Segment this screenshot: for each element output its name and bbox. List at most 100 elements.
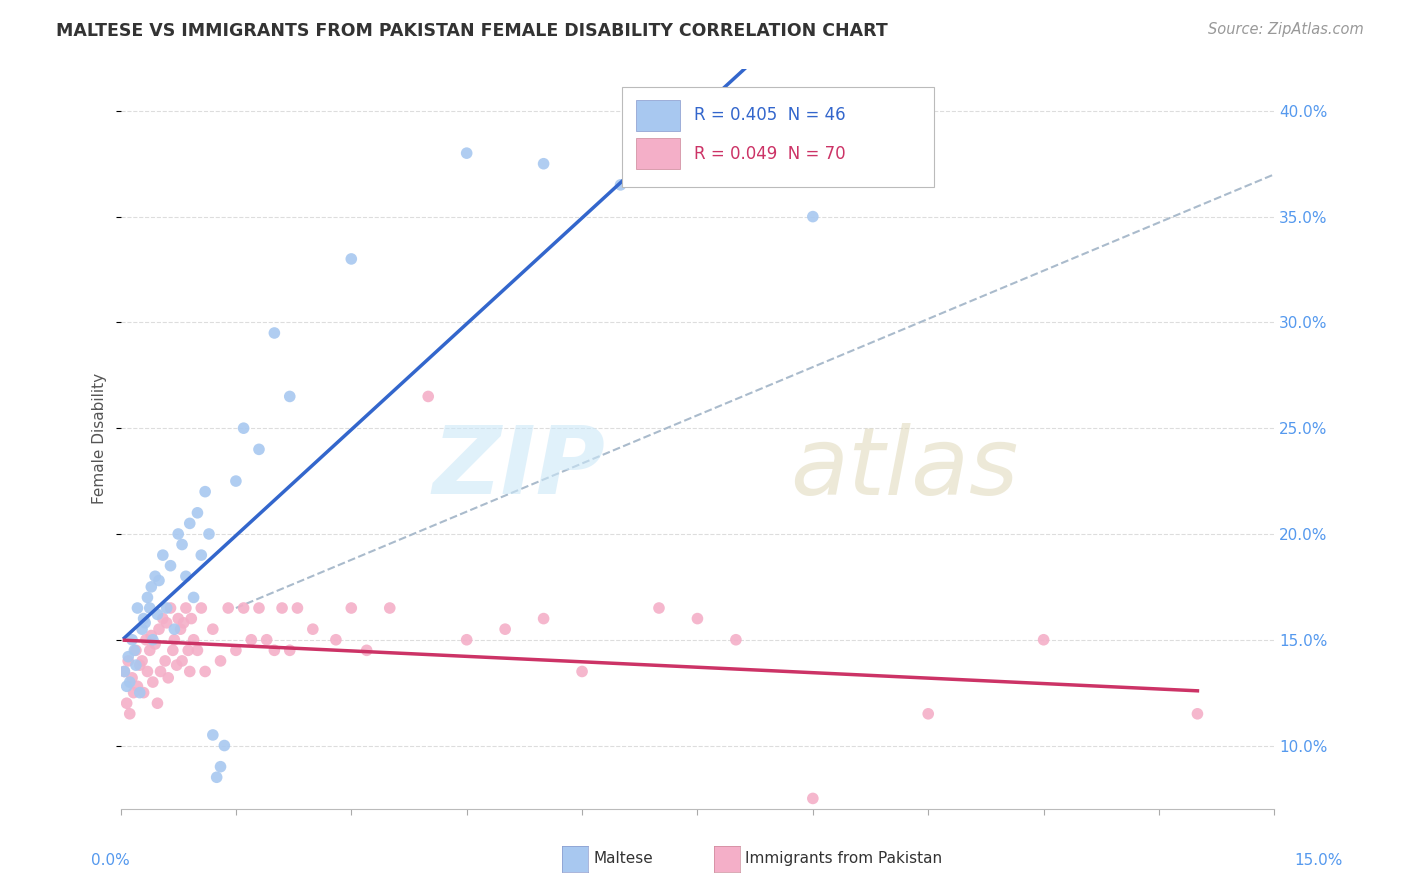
FancyBboxPatch shape bbox=[637, 138, 681, 169]
Point bbox=[186, 506, 208, 520]
Point bbox=[225, 474, 247, 488]
Point bbox=[170, 537, 193, 551]
Point bbox=[125, 643, 148, 657]
Point bbox=[801, 210, 824, 224]
Point bbox=[156, 601, 179, 615]
Point bbox=[148, 622, 170, 636]
Point bbox=[201, 728, 224, 742]
Point bbox=[356, 643, 378, 657]
Point bbox=[194, 484, 217, 499]
Point bbox=[135, 632, 157, 647]
Point bbox=[232, 421, 254, 435]
Point bbox=[136, 665, 159, 679]
Point bbox=[340, 252, 363, 266]
Point bbox=[183, 632, 205, 647]
Point bbox=[724, 632, 747, 647]
Point bbox=[174, 601, 197, 615]
Point bbox=[159, 558, 181, 573]
Text: R = 0.405  N = 46: R = 0.405 N = 46 bbox=[695, 106, 845, 124]
Point bbox=[127, 601, 149, 615]
Text: 15.0%: 15.0% bbox=[1295, 854, 1343, 868]
Point bbox=[141, 580, 163, 594]
Point bbox=[128, 658, 150, 673]
Point bbox=[173, 615, 195, 630]
Point bbox=[1147, 813, 1170, 827]
Point bbox=[146, 607, 169, 622]
FancyBboxPatch shape bbox=[623, 87, 934, 187]
Point bbox=[121, 671, 143, 685]
Point bbox=[801, 791, 824, 805]
Point bbox=[287, 601, 309, 615]
Point bbox=[186, 643, 208, 657]
Point bbox=[1032, 632, 1054, 647]
Point bbox=[648, 601, 671, 615]
Point bbox=[112, 665, 135, 679]
Point bbox=[162, 643, 184, 657]
Point bbox=[271, 601, 294, 615]
Point bbox=[1187, 706, 1209, 721]
Point bbox=[159, 601, 181, 615]
Point bbox=[132, 611, 155, 625]
Point bbox=[141, 628, 163, 642]
Point bbox=[301, 622, 323, 636]
Point bbox=[232, 601, 254, 615]
Point bbox=[134, 615, 156, 630]
Point bbox=[533, 157, 555, 171]
Point bbox=[201, 622, 224, 636]
Text: 0.0%: 0.0% bbox=[91, 854, 131, 868]
Text: Maltese: Maltese bbox=[593, 852, 652, 866]
Point bbox=[149, 665, 172, 679]
Point bbox=[143, 637, 166, 651]
Point bbox=[456, 146, 478, 161]
Point bbox=[169, 622, 191, 636]
Point bbox=[378, 601, 401, 615]
Point bbox=[167, 527, 190, 541]
Point bbox=[418, 389, 440, 403]
Point bbox=[609, 178, 631, 192]
Point bbox=[152, 548, 174, 562]
Text: atlas: atlas bbox=[790, 423, 1018, 514]
Point bbox=[209, 760, 232, 774]
Point bbox=[917, 706, 939, 721]
Point bbox=[118, 675, 141, 690]
Point bbox=[180, 611, 202, 625]
Point bbox=[167, 611, 190, 625]
Point bbox=[225, 643, 247, 657]
Point bbox=[132, 686, 155, 700]
Point bbox=[494, 622, 516, 636]
Point bbox=[156, 615, 179, 630]
Point bbox=[190, 548, 212, 562]
Point bbox=[115, 679, 138, 693]
Point bbox=[533, 611, 555, 625]
Point bbox=[128, 686, 150, 700]
Point bbox=[143, 569, 166, 583]
Text: R = 0.049  N = 70: R = 0.049 N = 70 bbox=[695, 145, 845, 162]
Text: Immigrants from Pakistan: Immigrants from Pakistan bbox=[745, 852, 942, 866]
Point bbox=[124, 643, 146, 657]
Point bbox=[142, 675, 165, 690]
Point bbox=[247, 442, 270, 457]
Point bbox=[131, 622, 153, 636]
Point bbox=[146, 696, 169, 710]
Point bbox=[163, 622, 186, 636]
Point bbox=[170, 654, 193, 668]
Point bbox=[179, 516, 201, 531]
Point bbox=[190, 601, 212, 615]
Point bbox=[121, 632, 143, 647]
Point bbox=[205, 770, 228, 784]
Text: Source: ZipAtlas.com: Source: ZipAtlas.com bbox=[1208, 22, 1364, 37]
Point bbox=[153, 654, 176, 668]
Point bbox=[278, 389, 301, 403]
Point bbox=[571, 665, 593, 679]
Point bbox=[117, 649, 139, 664]
Point bbox=[198, 527, 221, 541]
Point bbox=[142, 632, 165, 647]
Point bbox=[166, 658, 188, 673]
Text: ZIP: ZIP bbox=[432, 423, 605, 515]
Point bbox=[240, 632, 263, 647]
Y-axis label: Female Disability: Female Disability bbox=[93, 373, 107, 504]
Point bbox=[118, 706, 141, 721]
Point bbox=[174, 569, 197, 583]
Point bbox=[139, 643, 162, 657]
Point bbox=[115, 696, 138, 710]
